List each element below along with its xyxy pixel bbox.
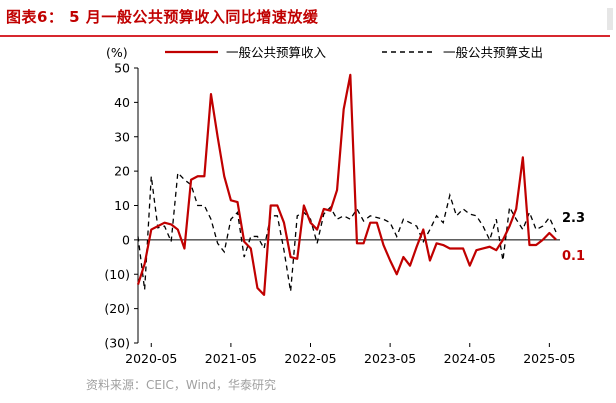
- x-tick-label: 2024-05: [444, 351, 496, 366]
- figure-title: 图表6： 5 月一般公共预算收入同比增速放缓: [6, 8, 319, 26]
- x-tick-label: 2021-05: [205, 351, 257, 366]
- source-note: 资料来源：CEIC，Wind，华泰研究: [86, 378, 277, 392]
- x-tick-label: 2020-05: [125, 351, 177, 366]
- y-tick-label: 40: [114, 95, 130, 110]
- x-tick-label: 2023-05: [364, 351, 416, 366]
- x-tick-label: 2022-05: [284, 351, 336, 366]
- chart-axes: (%): [106, 45, 560, 343]
- y-ticks: 50 40 30 20 10 0 (10) (20) (30): [104, 61, 138, 351]
- x-tick-label: 2025-05: [523, 351, 575, 366]
- y-tick-label: 0: [122, 232, 130, 247]
- title-bar: 图表6： 5 月一般公共预算收入同比增速放缓: [0, 0, 610, 37]
- x-ticks: 2020-05 2021-05 2022-05 2023-05 2024-05 2025-…: [125, 343, 575, 366]
- legend-expenditure-label: 一般公共预算支出: [443, 45, 543, 60]
- series-line-revenue: [136, 73, 557, 296]
- edge-marker: [607, 8, 613, 30]
- series-layer: [136, 73, 557, 296]
- y-tick-label: (20): [104, 301, 130, 316]
- end-label-expenditure: 2.3: [562, 211, 585, 226]
- y-unit-label: (%): [106, 45, 128, 60]
- y-tick-label: 30: [114, 129, 130, 144]
- y-tick-label: (10): [104, 267, 130, 282]
- y-tick-label: 50: [114, 61, 130, 76]
- legend-revenue-label: 一般公共预算收入: [226, 45, 327, 60]
- chart-legend: 一般公共预算收入 一般公共预算支出: [165, 45, 543, 60]
- end-label-revenue: 0.1: [562, 249, 585, 264]
- y-tick-label: 20: [114, 164, 130, 179]
- y-tick-label: 10: [114, 198, 130, 213]
- y-tick-label: (30): [104, 336, 130, 351]
- series-line-expenditure: [137, 171, 557, 292]
